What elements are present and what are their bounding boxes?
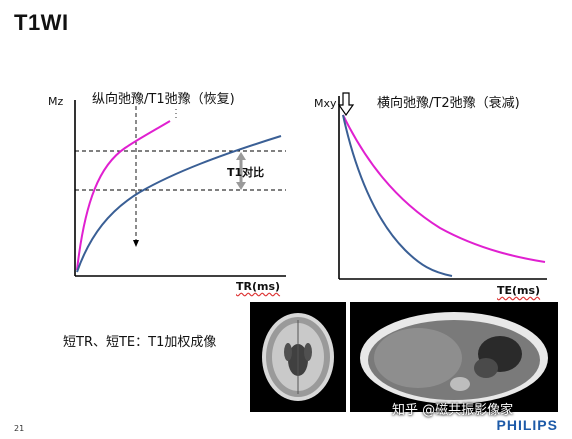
left-vertical-arrowhead <box>133 240 139 247</box>
page-title: T1WI <box>14 10 69 35</box>
left-y-label: Mz <box>48 95 64 108</box>
right-curve-slow <box>342 114 546 263</box>
contrast-label: T1对比 <box>227 166 265 179</box>
page-number: 21 <box>14 424 25 433</box>
mri-brain-image <box>250 302 346 412</box>
contrast-arrow-up <box>236 152 246 160</box>
contrast-arrow-down <box>236 182 246 190</box>
right-y-label: Mxy <box>314 97 337 110</box>
mri-abdomen-image <box>350 302 558 412</box>
watermark: 知乎 @磁共振影像家 <box>392 403 514 418</box>
brand-logo: PHILIPS <box>496 417 558 433</box>
left-curve-fast <box>76 120 171 271</box>
right-curve-fast <box>342 114 453 277</box>
left-curve-slow <box>76 135 282 273</box>
caption: 短TR、短TE：T1加权成像 <box>63 335 217 350</box>
left-x-label: TR(ms) <box>236 280 281 293</box>
right-graph-title: 横向弛豫/T2弛豫（衰减) <box>377 96 520 111</box>
left-graph-title: 纵向弛豫/T1弛豫（恢复) <box>92 92 235 107</box>
right-x-label: TE(ms) <box>497 284 541 297</box>
right-start-arrow <box>337 92 355 117</box>
